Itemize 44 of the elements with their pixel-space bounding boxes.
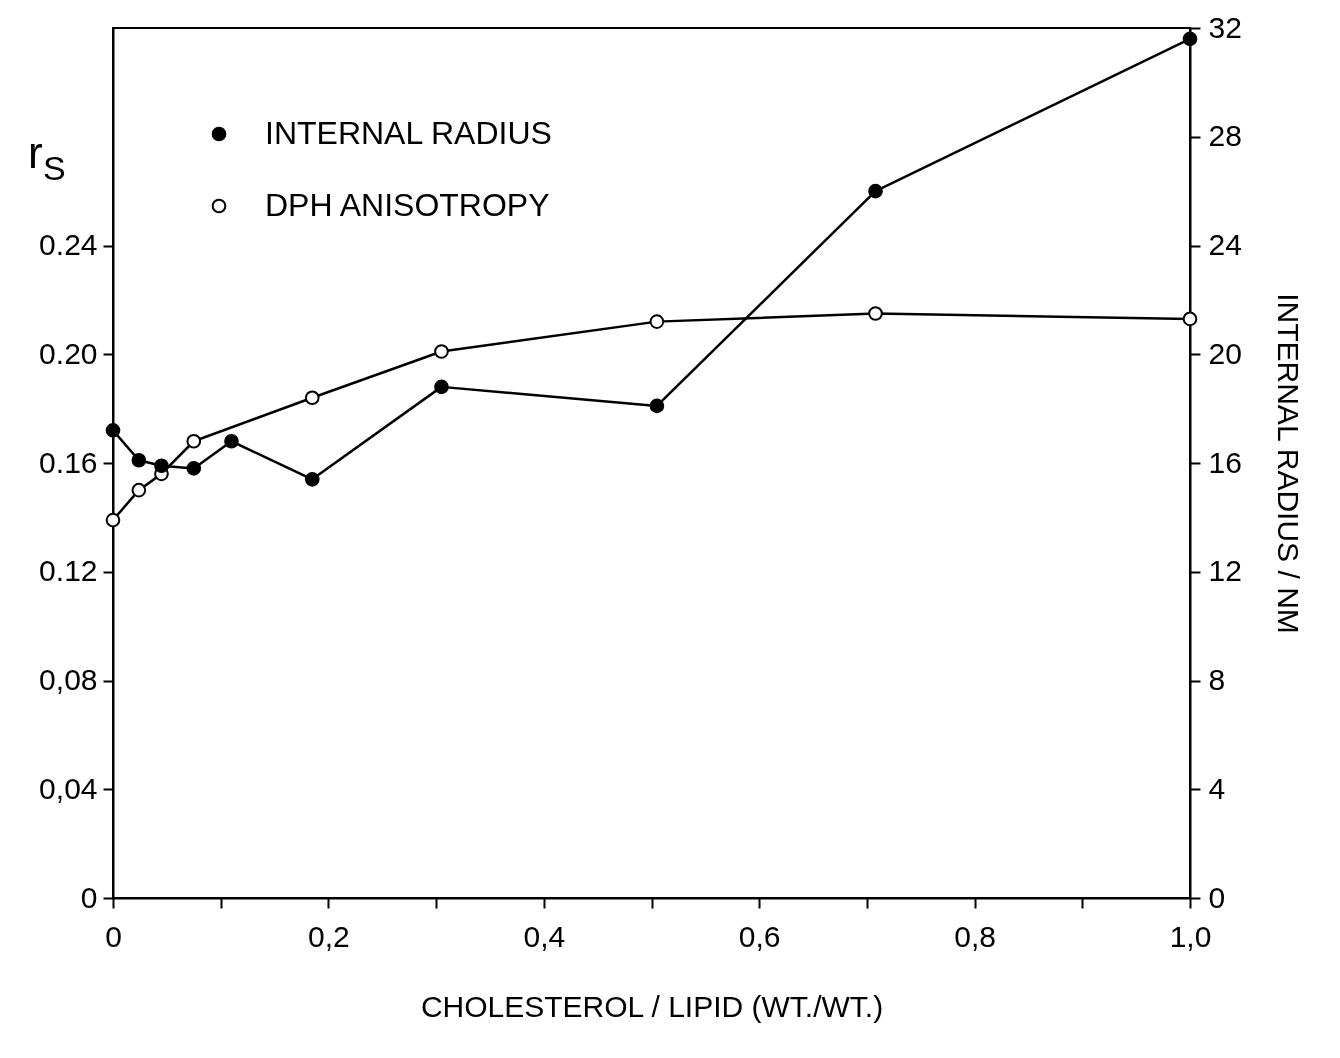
- point: [186, 461, 202, 476]
- x-tick-label: 0,2: [308, 919, 350, 953]
- point: [868, 306, 883, 321]
- legend-label: INTERNAL RADIUS: [265, 115, 552, 151]
- point: [154, 458, 169, 474]
- y2-tick-label: 28: [1208, 119, 1242, 153]
- point: [304, 472, 320, 487]
- x-tick-label: 1,0: [1169, 919, 1212, 953]
- point: [434, 344, 449, 359]
- y2-tick-label: 0: [1208, 880, 1226, 914]
- x-tick-label: 0,4: [523, 919, 566, 953]
- point: [304, 390, 320, 406]
- y2-tick-label: 16: [1208, 445, 1242, 479]
- x-axis-title: CHOLESTEROL / LIPID (WT./WT.): [420, 989, 884, 1023]
- point: [105, 512, 121, 528]
- y2-tick-label: 8: [1208, 663, 1226, 696]
- y2-tick-label: 32: [1208, 10, 1242, 44]
- y-tick-label: 0,08: [39, 663, 98, 696]
- point: [649, 398, 665, 414]
- point: [131, 452, 147, 468]
- point: [434, 379, 449, 395]
- point: [649, 314, 665, 329]
- x-tick-label: 0,6: [738, 919, 781, 953]
- y2-axis-title: INTERNAL RADIUS / NM: [1271, 293, 1305, 634]
- y2-tick-label: 12: [1208, 554, 1242, 588]
- y-tick-label: 0: [80, 880, 98, 914]
- y-tick-label: 0,04: [39, 771, 98, 805]
- point: [1182, 311, 1198, 327]
- y-tick-label: 0.20: [39, 336, 98, 370]
- y2-tick-label: 20: [1208, 336, 1242, 370]
- point: [131, 482, 147, 498]
- y-tick-label: 0.12: [39, 554, 98, 588]
- point: [868, 183, 883, 199]
- point: [1182, 31, 1198, 47]
- point: [105, 423, 121, 438]
- legend-label: DPH ANISOTROPY: [265, 187, 550, 223]
- point: [224, 433, 239, 449]
- y2-tick-label: 4: [1208, 771, 1226, 805]
- y-tick-label: 0.16: [39, 445, 98, 479]
- x-tick-label: 0: [105, 919, 122, 953]
- y2-tick-label: 24: [1208, 228, 1242, 261]
- point: [186, 433, 202, 449]
- x-tick-label: 0,8: [954, 919, 996, 953]
- y-tick-label: 0.24: [39, 228, 98, 261]
